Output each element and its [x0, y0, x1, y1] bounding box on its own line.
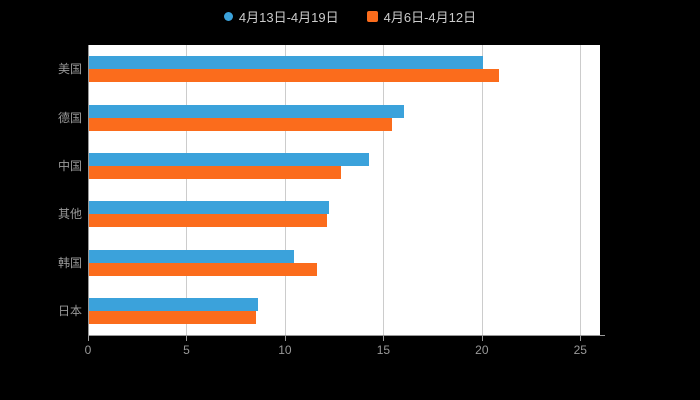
x-axis-tick: [284, 336, 286, 341]
x-axis-line: [88, 335, 605, 336]
x-axis-label: 0: [84, 343, 92, 357]
bar-series1: [89, 201, 330, 215]
legend-label-apr13-19: 4月13日-4月19日: [238, 10, 339, 25]
chart-legend: 4月13日-4月19日 4月6日-4月12日: [0, 7, 700, 26]
x-axis-label: 20: [475, 343, 489, 357]
bar-series2: [89, 214, 328, 228]
x-axis-tick: [186, 336, 188, 341]
bar-series1: [89, 56, 483, 70]
bar-series2: [89, 262, 318, 276]
legend-item-apr6-12[interactable]: 4月6日-4月12日: [366, 7, 477, 26]
gridline: [481, 45, 483, 335]
circle-marker-icon: [223, 12, 233, 21]
y-axis-label: 德国: [57, 110, 82, 125]
y-axis-label: 美国: [57, 62, 82, 77]
gridline: [186, 45, 188, 335]
gridline: [580, 45, 582, 335]
bar-series2: [89, 69, 499, 83]
x-axis-label: 15: [376, 343, 391, 357]
y-axis-label: 中国: [57, 158, 82, 173]
x-axis-tick: [580, 336, 582, 341]
bar-series1: [89, 297, 259, 311]
legend-label-apr6-12: 4月6日-4月12日: [383, 10, 477, 25]
bar-series1: [89, 152, 369, 166]
bar-series2: [89, 117, 393, 131]
y-axis-label: 其他: [57, 207, 82, 222]
bar-series2: [89, 165, 342, 179]
y-axis-label: 韩国: [57, 255, 82, 270]
x-axis-label: 25: [573, 343, 587, 357]
bar-series1: [89, 249, 294, 263]
bar-series2: [89, 310, 257, 324]
x-axis-tick: [88, 336, 89, 341]
x-axis-tick: [481, 336, 483, 341]
legend-item-apr13-19[interactable]: 4月13日-4月19日: [223, 7, 339, 26]
bar-series1: [89, 104, 405, 118]
plot-area: [88, 45, 600, 335]
gridline: [284, 45, 286, 335]
gridline: [383, 45, 385, 335]
y-axis-label: 日本: [57, 303, 82, 318]
x-axis-tick: [383, 336, 385, 341]
x-axis-label: 10: [278, 343, 292, 357]
square-marker-icon: [366, 11, 378, 22]
x-axis-label: 5: [183, 343, 190, 357]
y-axis-line: [88, 45, 89, 336]
